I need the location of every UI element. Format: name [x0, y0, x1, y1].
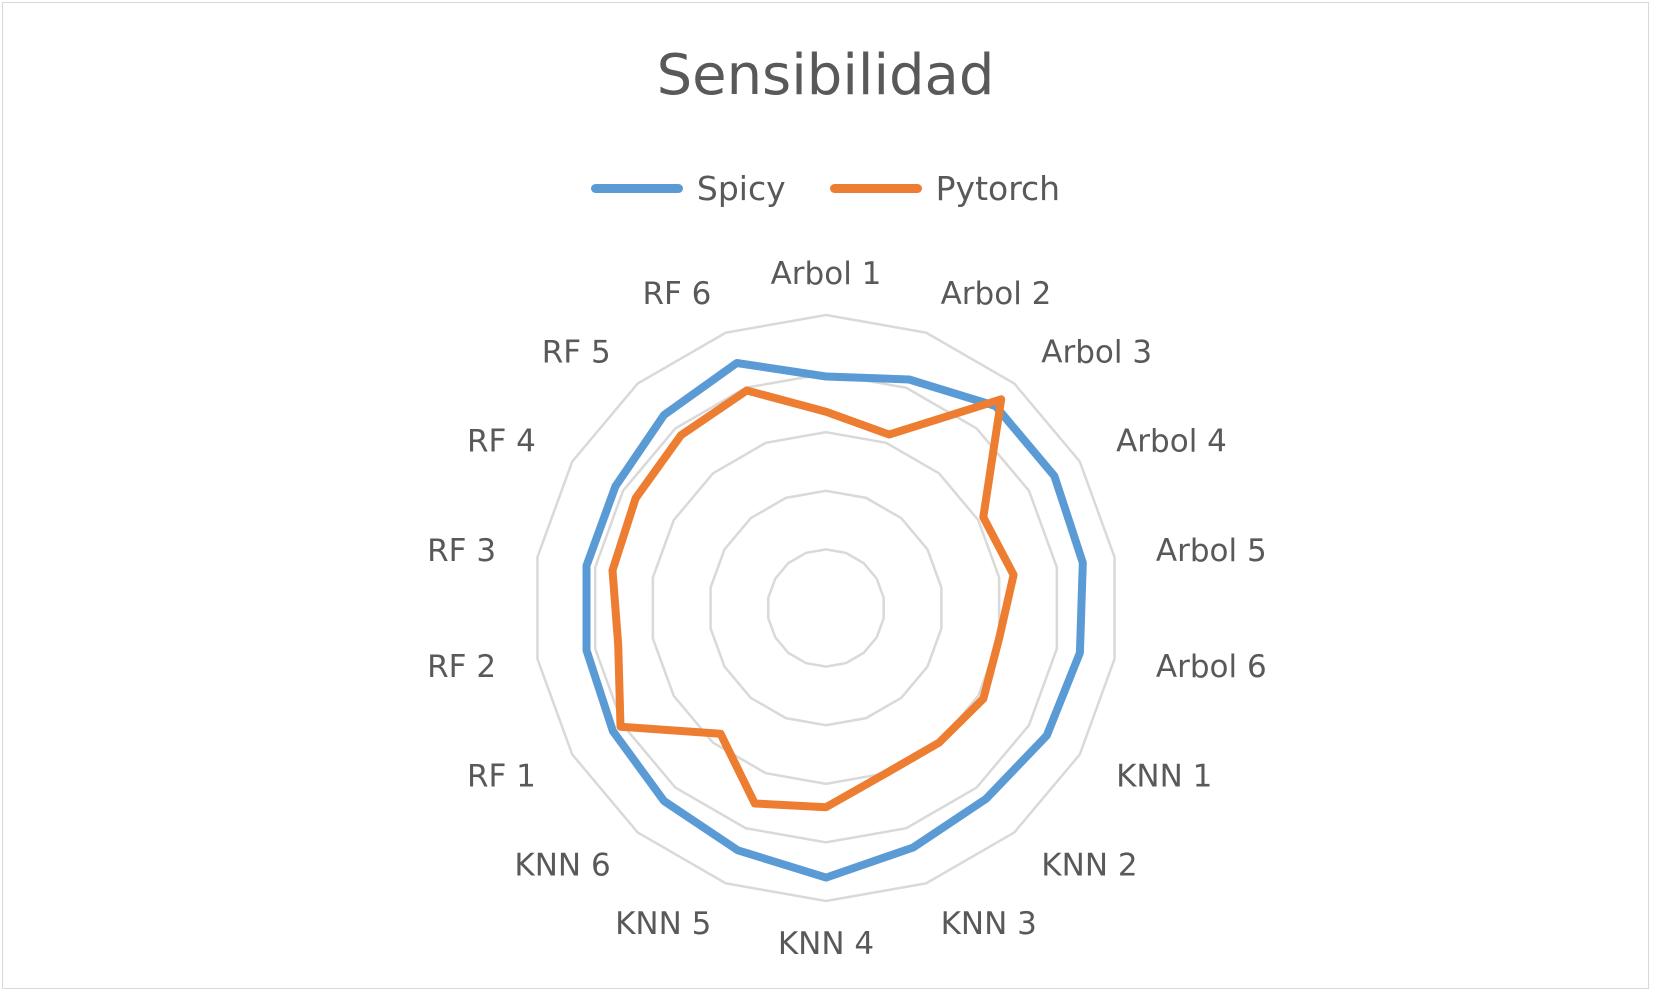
axis-label-rf-2: RF 2 [427, 649, 496, 685]
legend-swatch-pytorch [829, 184, 922, 193]
grid-ring-2 [709, 489, 943, 727]
axis-label-rf-4: RF 4 [467, 424, 536, 460]
axis-label-arbol-4: Arbol 4 [1116, 424, 1227, 460]
axis-label-rf-3: RF 3 [427, 533, 496, 569]
series-line-pytorch [608, 386, 1018, 812]
legend-label-pytorch: Pytorch [935, 169, 1061, 208]
axis-label-rf-6: RF 6 [642, 276, 711, 312]
axis-label-arbol-6: Arbol 6 [1156, 649, 1267, 685]
chart-title: Sensibilidad [656, 43, 995, 108]
axis-label-knn-1: KNN 1 [1116, 759, 1212, 795]
grid-ring-5 [536, 313, 1116, 903]
axis-label-arbol-3: Arbol 3 [1041, 334, 1152, 370]
grid-ring-1 [767, 548, 885, 668]
axis-label-knn-4: KNN 4 [778, 926, 874, 962]
grid-ring-4 [593, 372, 1059, 844]
series-line-spicy [582, 359, 1087, 882]
legend-item-pytorch: Pytorch [829, 169, 1061, 208]
axis-label-knn-6: KNN 6 [514, 848, 610, 884]
axis-label-rf-1: RF 1 [467, 759, 536, 795]
grid-ring-3 [651, 430, 1001, 786]
axis-label-knn-5: KNN 5 [615, 906, 711, 942]
legend-item-spicy: Spicy [590, 169, 786, 208]
axis-label-arbol-5: Arbol 5 [1156, 533, 1267, 569]
axis-label-rf-5: RF 5 [542, 334, 611, 370]
legend-label-spicy: Spicy [696, 169, 786, 208]
legend-swatch-spicy [590, 184, 683, 193]
axis-label-knn-3: KNN 3 [941, 906, 1037, 942]
axis-label-knn-2: KNN 2 [1041, 848, 1137, 884]
legend: Spicy Pytorch [3, 169, 1648, 208]
axis-label-arbol-1: Arbol 1 [771, 256, 882, 292]
axis-label-arbol-2: Arbol 2 [941, 276, 1052, 312]
